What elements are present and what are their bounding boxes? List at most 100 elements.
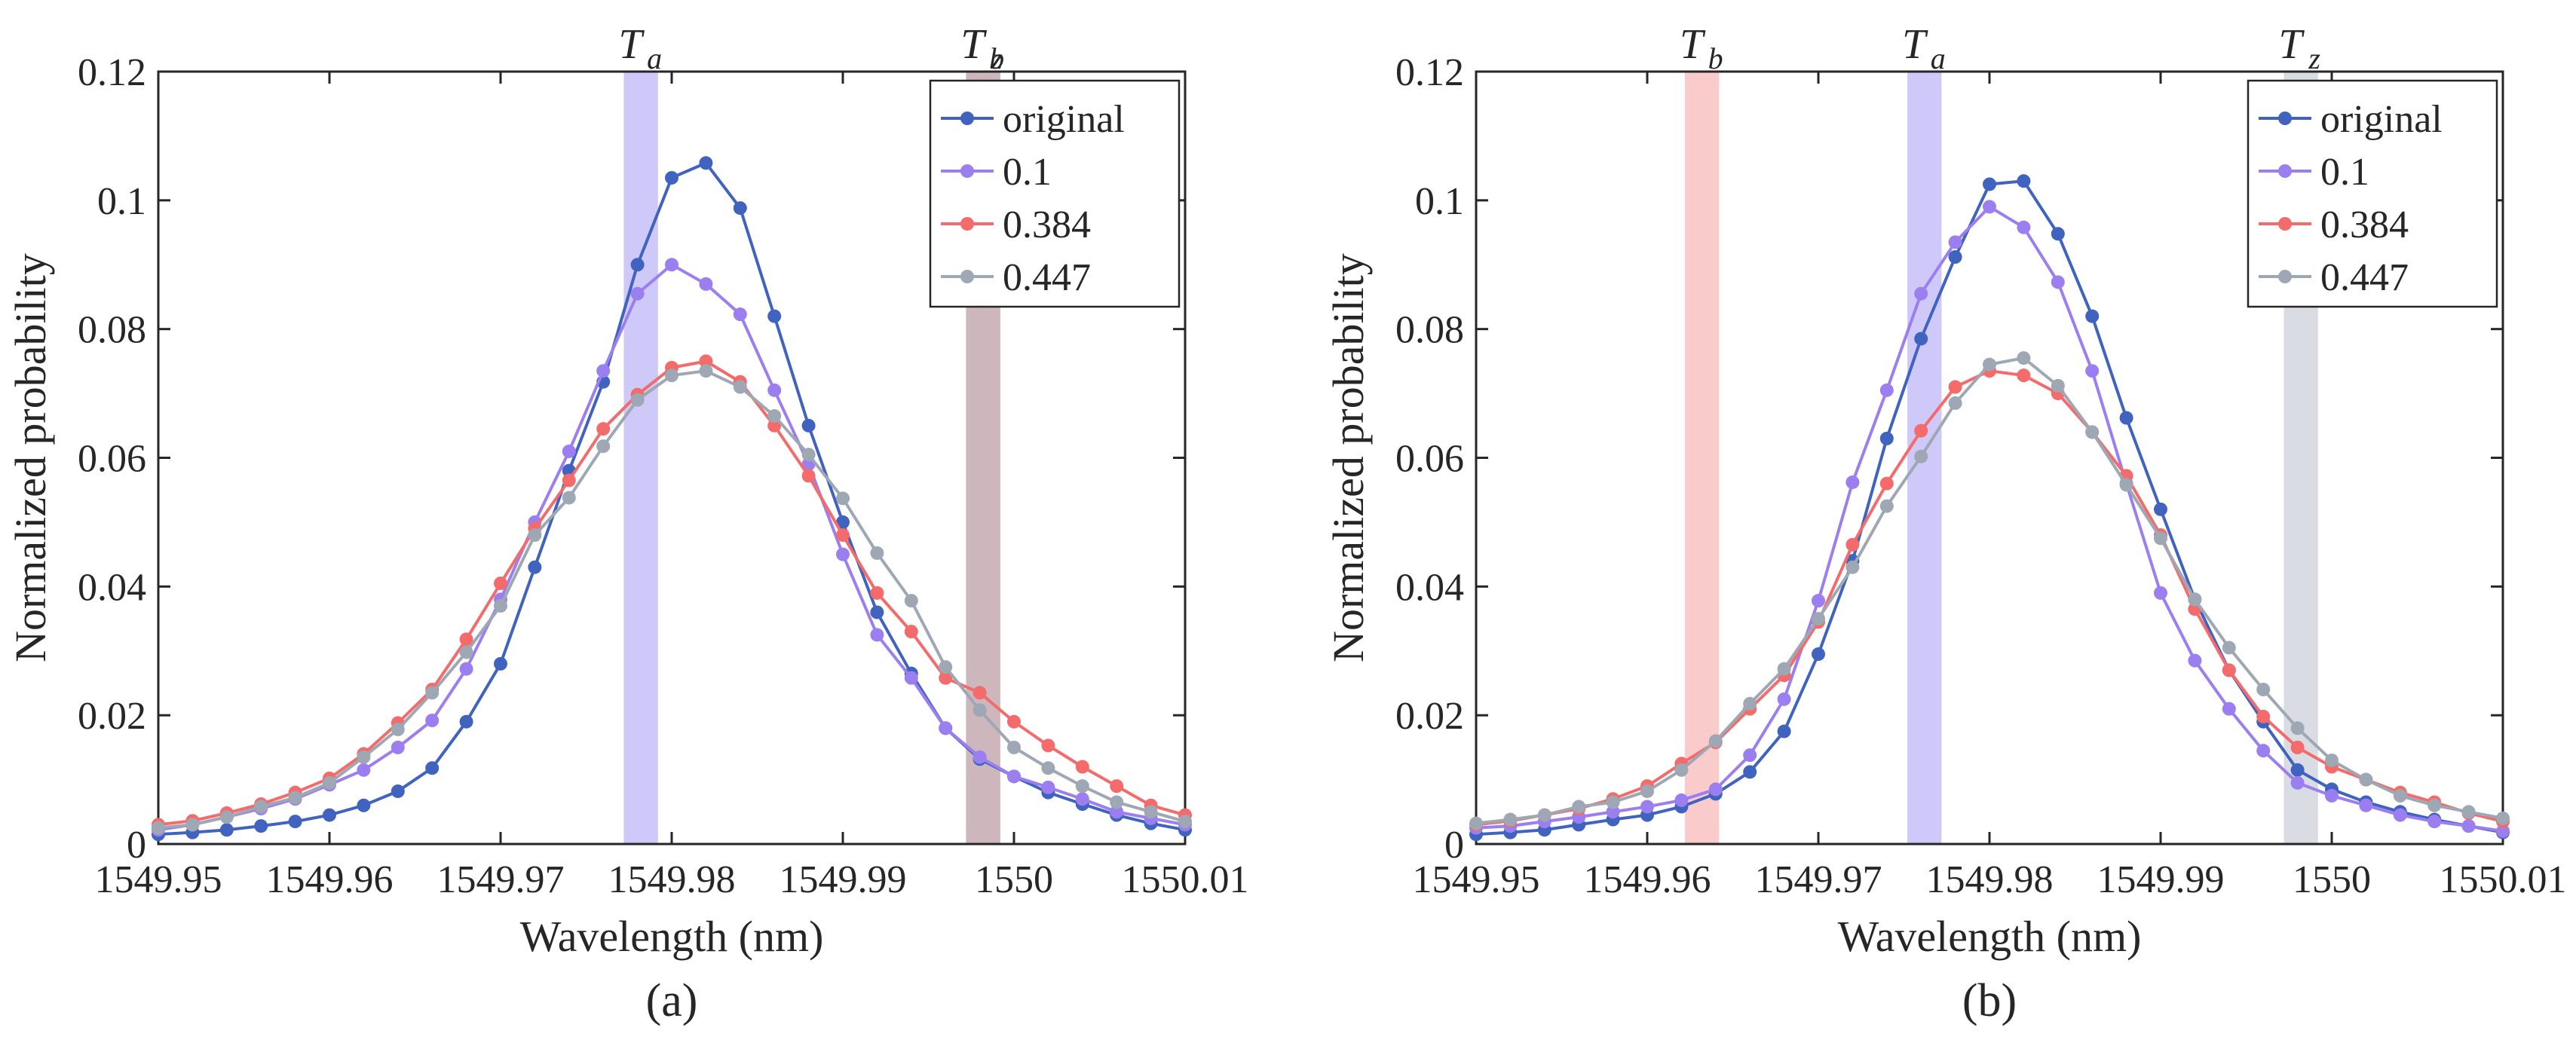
band-label-a: T [619, 21, 645, 68]
data-point [2188, 653, 2202, 668]
data-point [1743, 748, 1757, 763]
data-point [1879, 383, 1894, 397]
legend-marker [2278, 112, 2292, 125]
data-point [323, 808, 336, 822]
data-point [1948, 380, 1962, 394]
data-point [2017, 174, 2031, 188]
legend-entry: 0.1 [2320, 151, 2369, 194]
data-point [219, 810, 234, 824]
data-point [1879, 476, 1894, 491]
data-point [1007, 740, 1021, 754]
data-point [2154, 586, 2167, 600]
data-point [2461, 819, 2476, 833]
y-tick-label: 0 [127, 824, 146, 867]
data-point [528, 560, 542, 574]
y-tick-label: 0.1 [97, 180, 146, 223]
legend-marker [2278, 270, 2292, 283]
data-point [1914, 286, 1928, 301]
x-tick-label: 1549.97 [437, 858, 565, 901]
data-point [870, 586, 884, 600]
data-point [2427, 798, 2442, 812]
data-point [1914, 332, 1928, 346]
data-point [288, 791, 302, 805]
legend-entry: 0.447 [2320, 256, 2409, 299]
data-point [528, 528, 542, 542]
data-point [2188, 592, 2202, 607]
data-point [1948, 396, 1962, 410]
data-point [939, 721, 953, 735]
data-point [1983, 177, 1996, 191]
x-tick-label: 1549.96 [266, 858, 394, 901]
y-tick-label: 0 [1444, 824, 1464, 867]
data-point [767, 408, 782, 423]
x-tick-label: 1549.97 [1755, 858, 1882, 901]
x-tick-label: 1550.01 [2440, 858, 2567, 901]
data-point [1110, 805, 1124, 819]
legend-marker [960, 164, 974, 178]
band-label-b: T [1680, 21, 1706, 68]
data-point [1983, 357, 1996, 372]
data-point [1041, 739, 1055, 753]
data-point [596, 439, 611, 454]
data-point [1640, 784, 1654, 798]
data-point [973, 750, 987, 764]
legend-entry: 0.384 [2320, 203, 2409, 246]
data-point [2154, 502, 2167, 516]
data-point [2222, 663, 2236, 677]
data-point [733, 380, 747, 394]
legend-marker [960, 112, 974, 125]
data-point [836, 528, 850, 542]
data-point [425, 714, 440, 727]
legend-marker [2278, 217, 2292, 231]
data-point [1708, 782, 1723, 797]
data-point [665, 170, 678, 185]
data-point [733, 307, 747, 322]
data-point [2256, 744, 2271, 758]
data-point [1879, 499, 1894, 513]
data-point [2496, 824, 2510, 838]
data-point [1879, 431, 1894, 445]
data-point [2085, 309, 2100, 323]
data-point [836, 515, 850, 529]
legend-entry: 0.447 [1003, 256, 1091, 299]
x-tick-label: 1549.99 [780, 858, 907, 901]
data-point [1812, 612, 1825, 626]
data-point [1041, 761, 1055, 775]
data-point [2085, 364, 2100, 378]
band-a [623, 72, 658, 844]
data-point [459, 632, 473, 647]
data-point [699, 354, 713, 369]
data-point [2496, 811, 2510, 825]
data-point [219, 823, 234, 837]
band-sub-a: a [1931, 41, 1946, 75]
y-tick-label: 0.04 [1395, 566, 1464, 609]
y-tick-label: 0.02 [78, 695, 146, 738]
data-point [2290, 740, 2305, 754]
data-point [494, 576, 507, 591]
data-point [1812, 647, 1825, 662]
data-point [357, 763, 371, 777]
band-sub-a: a [647, 41, 662, 75]
data-point [836, 547, 850, 561]
data-point [1845, 475, 1860, 489]
data-point [2017, 220, 2031, 234]
data-point [2290, 763, 2305, 777]
data-point [1948, 250, 1962, 264]
data-point [699, 364, 713, 378]
data-point [630, 258, 645, 272]
band-label-z: T [2279, 21, 2305, 68]
data-point [2325, 788, 2339, 803]
band-label-b: T [961, 21, 988, 68]
data-point [2017, 351, 2031, 365]
x-tick-label: 1549.95 [1413, 858, 1540, 901]
data-point [973, 686, 987, 700]
data-point [2359, 798, 2373, 812]
data-point [767, 309, 782, 323]
band-sub-b: b [989, 41, 1004, 75]
data-point [1914, 449, 1928, 463]
x-axis-title: Wavelength (nm) [520, 912, 824, 961]
data-point [254, 819, 268, 833]
data-point [801, 469, 816, 483]
data-point [288, 815, 302, 829]
data-point [2256, 709, 2271, 723]
